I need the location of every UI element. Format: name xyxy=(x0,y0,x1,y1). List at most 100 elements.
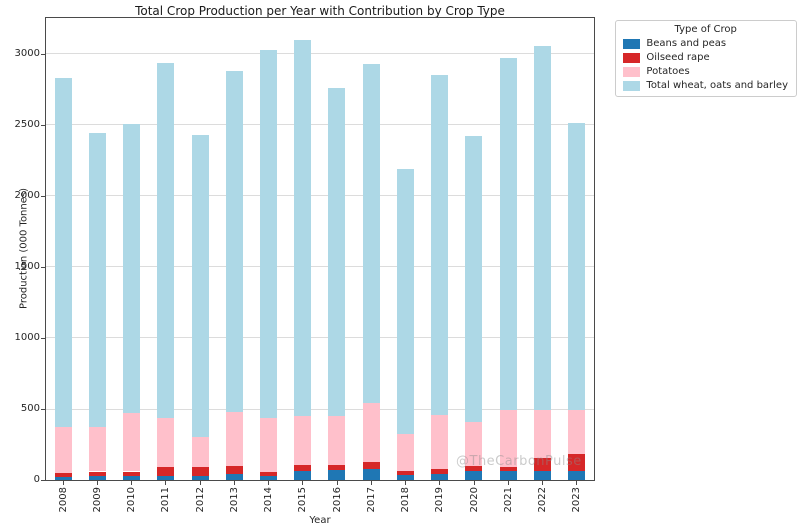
bar-2023-beans-and-peas xyxy=(567,470,585,480)
x-tick-mark xyxy=(439,481,441,485)
bar-2021-potatoes xyxy=(499,409,517,468)
bar-2012-potatoes xyxy=(191,436,209,468)
x-tick-mark xyxy=(165,481,167,485)
bar-2009-oilseed-rape xyxy=(88,471,106,476)
x-tick-label-2018: 2018 xyxy=(400,487,412,513)
x-tick-label-2011: 2011 xyxy=(160,487,172,513)
bar-2022-oilseed-rape xyxy=(533,458,551,471)
bar-2011-total-wheat-oats-and-barley xyxy=(157,63,175,419)
bar-2022-total-wheat-oats-and-barley xyxy=(533,46,551,410)
bar-2011-oilseed-rape xyxy=(157,466,175,476)
gridline-y-2500 xyxy=(46,124,594,126)
bar-2013-oilseed-rape xyxy=(225,465,243,475)
bar-2013-potatoes xyxy=(225,411,243,466)
bar-2019-potatoes xyxy=(431,415,449,469)
x-tick-label-2022: 2022 xyxy=(536,487,548,513)
x-tick-label-2015: 2015 xyxy=(297,487,309,513)
legend-swatch-potatoes xyxy=(623,66,641,77)
legend-label: Total wheat, oats and barley xyxy=(646,80,788,91)
plot-area xyxy=(45,17,595,481)
bar-2019-total-wheat-oats-and-barley xyxy=(431,75,449,416)
x-tick-label-2016: 2016 xyxy=(331,487,343,513)
bar-2008-total-wheat-oats-and-barley xyxy=(54,78,72,427)
y-tick-mark xyxy=(41,266,45,268)
bar-2022-beans-and-peas xyxy=(533,470,551,480)
legend-label: Beans and peas xyxy=(646,38,727,49)
bar-2019-oilseed-rape xyxy=(431,468,449,474)
x-tick-mark xyxy=(233,481,235,485)
bar-2018-oilseed-rape xyxy=(396,470,414,476)
gridline-y-3000 xyxy=(46,53,594,55)
x-tick-mark xyxy=(302,481,304,485)
x-tick-mark xyxy=(62,481,64,485)
gridline-y-500 xyxy=(46,408,594,410)
bar-2017-potatoes xyxy=(362,403,380,462)
bar-2017-total-wheat-oats-and-barley xyxy=(362,63,380,404)
bar-2021-total-wheat-oats-and-barley xyxy=(499,58,517,410)
bar-2014-potatoes xyxy=(259,417,277,473)
bar-2015-total-wheat-oats-and-barley xyxy=(294,39,312,417)
bar-2010-oilseed-rape xyxy=(123,471,141,476)
gridline-y-1000 xyxy=(46,337,594,339)
legend-item-beans-and-peas: Beans and peas xyxy=(623,38,788,49)
y-tick-mark xyxy=(41,408,45,410)
y-tick-mark xyxy=(41,195,45,197)
y-tick-mark xyxy=(41,479,45,481)
x-tick-label-2012: 2012 xyxy=(194,487,206,513)
bar-2014-beans-and-peas xyxy=(259,475,277,480)
legend: Type of Crop Beans and peas Oilseed rape P… xyxy=(615,20,797,97)
bar-2011-potatoes xyxy=(157,418,175,467)
x-tick-mark xyxy=(405,481,407,485)
x-tick-mark xyxy=(97,481,99,485)
y-tick-label-1000: 1000 xyxy=(14,331,40,343)
x-tick-mark xyxy=(268,481,270,485)
bar-2018-beans-and-peas xyxy=(396,475,414,480)
x-tick-label-2019: 2019 xyxy=(434,487,446,513)
bar-2012-oilseed-rape xyxy=(191,467,209,477)
bar-2018-total-wheat-oats-and-barley xyxy=(396,168,414,434)
bar-2009-beans-and-peas xyxy=(88,475,106,480)
bar-2015-potatoes xyxy=(294,416,312,466)
legend-item-potatoes: Potatoes xyxy=(623,66,788,77)
bar-2013-total-wheat-oats-and-barley xyxy=(225,70,243,412)
bar-2020-total-wheat-oats-and-barley xyxy=(465,136,483,422)
bar-2017-beans-and-peas xyxy=(362,468,380,480)
x-tick-label-2021: 2021 xyxy=(502,487,514,513)
x-tick-mark xyxy=(507,481,509,485)
bar-2010-beans-and-peas xyxy=(123,475,141,480)
bar-2016-beans-and-peas xyxy=(328,470,346,480)
x-tick-label-2023: 2023 xyxy=(571,487,583,513)
legend-swatch-beans-and-peas xyxy=(623,38,641,49)
chart-title: Total Crop Production per Year with Cont… xyxy=(135,4,505,18)
legend-item-oilseed-rape: Oilseed rape xyxy=(623,52,788,63)
y-tick-mark xyxy=(41,53,45,55)
bar-2017-oilseed-rape xyxy=(362,461,380,469)
bar-2016-oilseed-rape xyxy=(328,465,346,471)
bar-2008-beans-and-peas xyxy=(54,477,72,480)
x-tick-label-2010: 2010 xyxy=(126,487,138,513)
bar-2014-oilseed-rape xyxy=(259,472,277,476)
x-tick-label-2013: 2013 xyxy=(228,487,240,513)
bar-2018-potatoes xyxy=(396,433,414,471)
x-tick-mark xyxy=(370,481,372,485)
legend-label: Oilseed rape xyxy=(646,52,710,63)
legend-swatch-oilseed-rape xyxy=(623,52,641,63)
bar-2022-potatoes xyxy=(533,409,551,458)
legend-title: Type of Crop xyxy=(674,24,737,35)
bar-2020-oilseed-rape xyxy=(465,465,483,471)
y-tick-label-0: 0 xyxy=(33,473,40,485)
bar-2010-total-wheat-oats-and-barley xyxy=(123,123,141,413)
legend-label: Potatoes xyxy=(646,66,690,77)
x-tick-label-2014: 2014 xyxy=(263,487,275,513)
bar-2010-potatoes xyxy=(123,412,141,472)
y-axis-label: Production (000 Tonnes) xyxy=(18,188,30,310)
y-tick-mark xyxy=(41,124,45,126)
y-tick-label-3000: 3000 xyxy=(14,47,40,59)
x-tick-mark xyxy=(541,481,543,485)
bar-2019-beans-and-peas xyxy=(431,473,449,480)
bar-2009-potatoes xyxy=(88,427,106,472)
bar-2015-oilseed-rape xyxy=(294,465,312,472)
legend-swatch-total-wheat-oats-and-barley xyxy=(623,80,641,91)
x-tick-label-2017: 2017 xyxy=(365,487,377,513)
bar-2023-oilseed-rape xyxy=(567,454,585,471)
